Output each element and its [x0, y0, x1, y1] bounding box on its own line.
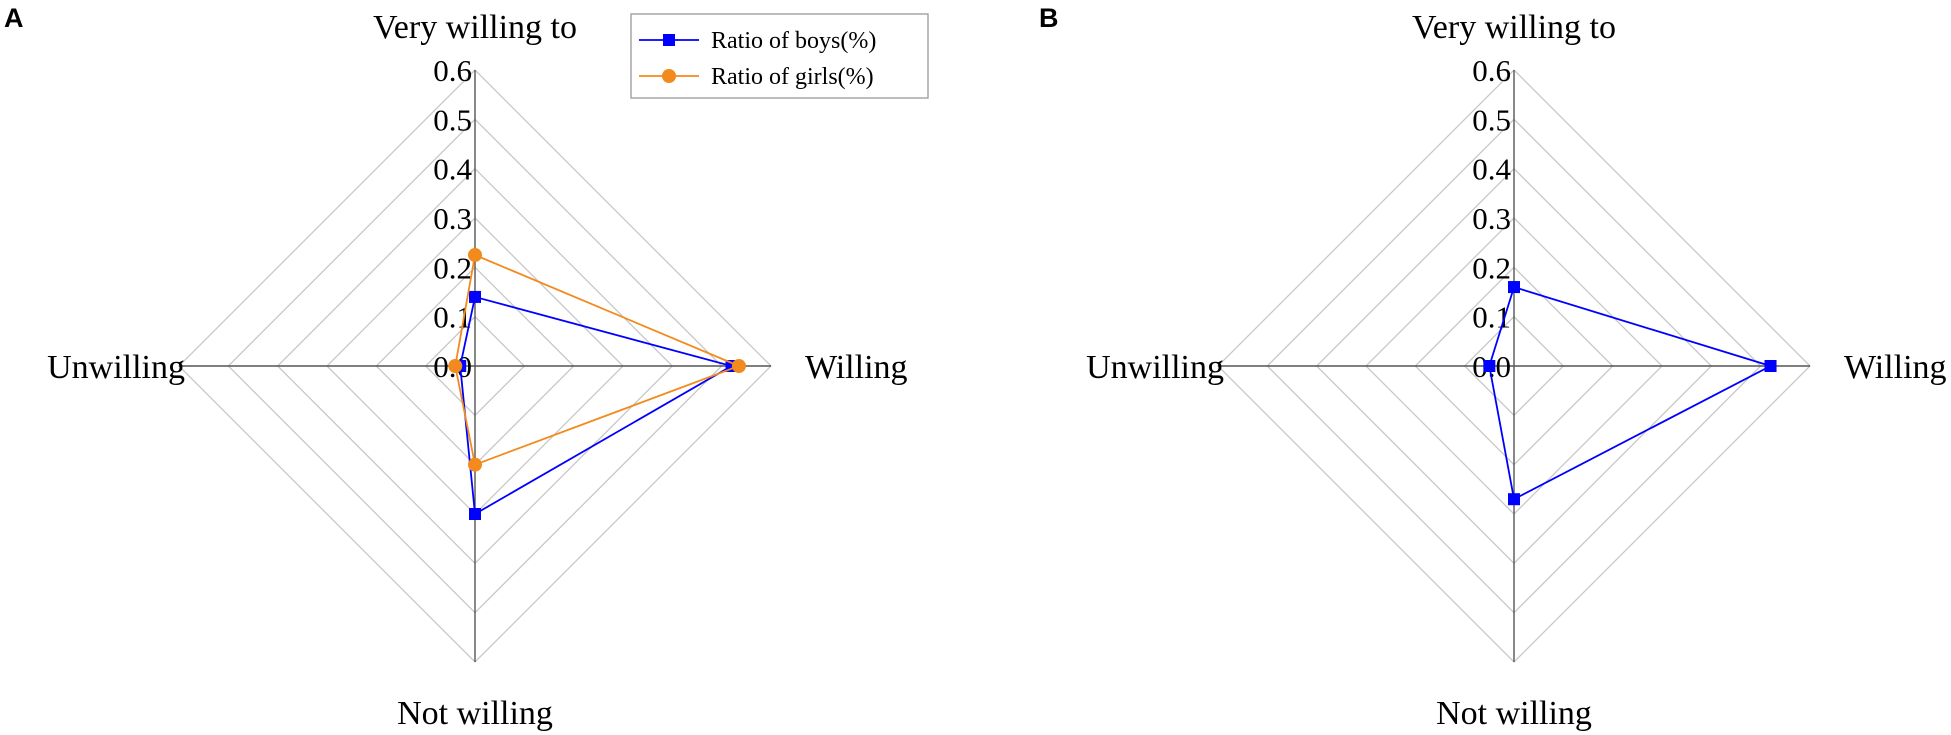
radar-grid	[178, 69, 772, 663]
tick-label: 0.3	[433, 201, 472, 236]
radar-grid	[1217, 69, 1811, 663]
panel-letter-b: B	[1039, 3, 1059, 33]
data-point	[1764, 360, 1777, 372]
tick-label: 0.5	[433, 102, 472, 137]
tick-labels: 0.00.10.20.30.40.50.6	[1472, 53, 1511, 384]
legend-label: Ratio of boys(%)	[711, 28, 876, 54]
axis-label: Not willing	[397, 695, 553, 732]
series	[454, 290, 738, 520]
axis-labels: Very willing to Willing Not willing Unwilli…	[1086, 9, 1946, 732]
axis-label: Not willing	[1436, 695, 1592, 732]
data-point	[469, 508, 481, 520]
series	[1483, 281, 1777, 506]
data-point	[1508, 281, 1520, 294]
data-point	[1483, 360, 1496, 372]
data-point	[448, 359, 463, 373]
tick-label: 0.6	[1472, 53, 1511, 88]
tick-label: 0.2	[433, 250, 472, 285]
panel-letter-a: A	[4, 3, 24, 33]
tick-label: 0.5	[1472, 102, 1511, 137]
tick-label: 0.6	[433, 53, 472, 88]
axis-label: Very willing to	[1412, 9, 1616, 46]
series-line	[454, 253, 742, 466]
tick-label: 0.3	[1472, 201, 1511, 236]
legend-box	[630, 13, 929, 99]
series-line	[1488, 285, 1773, 501]
axis-label: Unwilling	[1086, 349, 1224, 386]
data-point	[468, 457, 482, 472]
data-point	[731, 359, 746, 373]
data-point	[1508, 493, 1520, 506]
axis-label: Willing	[805, 349, 908, 386]
legend-marker	[663, 34, 675, 46]
axis-labels: Very willing to Willing Not willing Unwilli…	[47, 9, 907, 732]
legend-marker	[662, 69, 676, 83]
tick-label: 0.4	[1472, 152, 1511, 187]
data-point	[468, 248, 482, 262]
data-point	[469, 290, 481, 303]
axis-label: Very willing to	[373, 9, 577, 46]
series	[448, 248, 746, 472]
tick-label: 0.2	[1472, 250, 1511, 285]
tick-label: 0.4	[433, 152, 472, 187]
legend-label: Ratio of girls(%)	[711, 64, 874, 90]
axis-label: Willing	[1844, 349, 1947, 386]
legend: Ratio of boys(%) Ratio of girls(%)	[630, 13, 929, 99]
series-line	[459, 295, 734, 516]
axis-label: Unwilling	[47, 349, 185, 386]
